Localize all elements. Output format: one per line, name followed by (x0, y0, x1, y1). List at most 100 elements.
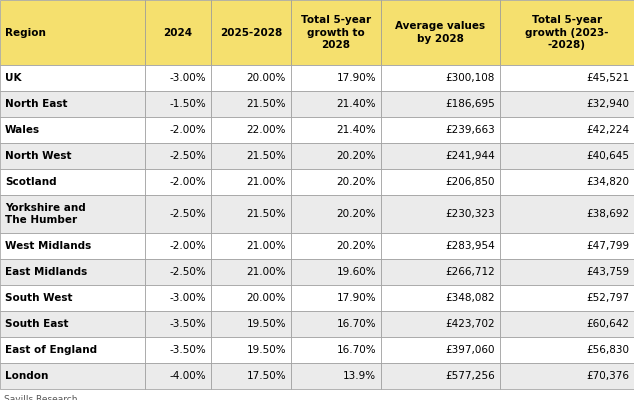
Bar (0, 0, 145, 65)
Text: Total 5-year
growth (2023-
-2028): Total 5-year growth (2023- -2028) (525, 15, 609, 50)
Bar (500, 259, 634, 285)
Text: 20.00%: 20.00% (247, 73, 286, 83)
Text: £42,224: £42,224 (586, 125, 629, 135)
Bar (381, 311, 500, 337)
Bar (0, 285, 145, 311)
Text: £34,820: £34,820 (586, 177, 629, 187)
Text: 19.60%: 19.60% (337, 267, 376, 277)
Text: West Midlands: West Midlands (5, 241, 91, 251)
Text: £423,702: £423,702 (445, 319, 495, 329)
Bar (381, 169, 500, 195)
Text: £206,850: £206,850 (445, 177, 495, 187)
Text: £397,060: £397,060 (445, 345, 495, 355)
Text: North East: North East (5, 99, 67, 109)
Bar (0, 337, 145, 363)
Text: £283,954: £283,954 (445, 241, 495, 251)
Bar (381, 259, 500, 285)
Bar (291, 169, 381, 195)
Text: £38,692: £38,692 (586, 209, 629, 219)
Text: North West: North West (5, 151, 72, 161)
Text: Average values
by 2028: Average values by 2028 (395, 21, 486, 44)
Text: -2.00%: -2.00% (169, 241, 206, 251)
Bar (291, 363, 381, 389)
Text: £32,940: £32,940 (586, 99, 629, 109)
Text: 16.70%: 16.70% (337, 319, 376, 329)
Text: London: London (5, 371, 48, 381)
Text: -2.50%: -2.50% (169, 151, 206, 161)
Bar (381, 0, 500, 65)
Text: Savills Research: Savills Research (4, 396, 77, 400)
Text: £186,695: £186,695 (445, 99, 495, 109)
Text: -2.00%: -2.00% (169, 125, 206, 135)
Text: -3.50%: -3.50% (169, 319, 206, 329)
Bar (0, 259, 145, 285)
Text: Wales: Wales (5, 125, 40, 135)
Bar (145, 285, 211, 311)
Text: 16.70%: 16.70% (337, 345, 376, 355)
Bar (500, 285, 634, 311)
Text: £43,759: £43,759 (586, 267, 629, 277)
Bar (0, 143, 145, 169)
Bar (211, 65, 291, 91)
Text: 20.20%: 20.20% (337, 241, 376, 251)
Text: 21.00%: 21.00% (247, 267, 286, 277)
Bar (381, 91, 500, 117)
Bar (0, 169, 145, 195)
Text: 17.50%: 17.50% (247, 371, 286, 381)
Bar (500, 65, 634, 91)
Bar (500, 0, 634, 65)
Bar (500, 117, 634, 143)
Bar (500, 169, 634, 195)
Text: 2024: 2024 (164, 28, 192, 38)
Text: 21.40%: 21.40% (337, 99, 376, 109)
Text: 20.20%: 20.20% (337, 151, 376, 161)
Text: South West: South West (5, 293, 72, 303)
Bar (381, 285, 500, 311)
Bar (291, 0, 381, 65)
Text: -2.00%: -2.00% (169, 177, 206, 187)
Bar (381, 143, 500, 169)
Bar (291, 285, 381, 311)
Text: 13.9%: 13.9% (343, 371, 376, 381)
Text: 21.50%: 21.50% (247, 209, 286, 219)
Bar (211, 311, 291, 337)
Bar (500, 363, 634, 389)
Bar (291, 65, 381, 91)
Text: 21.00%: 21.00% (247, 177, 286, 187)
Text: Yorkshire and
The Humber: Yorkshire and The Humber (5, 203, 86, 225)
Text: £239,663: £239,663 (445, 125, 495, 135)
Text: £300,108: £300,108 (445, 73, 495, 83)
Text: £56,830: £56,830 (586, 345, 629, 355)
Bar (0, 117, 145, 143)
Bar (0, 91, 145, 117)
Text: South East: South East (5, 319, 68, 329)
Bar (500, 233, 634, 259)
Text: 20.20%: 20.20% (337, 209, 376, 219)
Text: Scotland: Scotland (5, 177, 56, 187)
Text: -3.00%: -3.00% (169, 293, 206, 303)
Bar (291, 259, 381, 285)
Text: £40,645: £40,645 (586, 151, 629, 161)
Bar (145, 195, 211, 233)
Text: 19.50%: 19.50% (247, 345, 286, 355)
Text: £230,323: £230,323 (445, 209, 495, 219)
Bar (291, 337, 381, 363)
Bar (145, 311, 211, 337)
Bar (381, 195, 500, 233)
Bar (211, 0, 291, 65)
Bar (381, 337, 500, 363)
Bar (500, 311, 634, 337)
Bar (291, 91, 381, 117)
Text: 21.50%: 21.50% (247, 99, 286, 109)
Text: £241,944: £241,944 (445, 151, 495, 161)
Bar (0, 195, 145, 233)
Text: £60,642: £60,642 (586, 319, 629, 329)
Bar (291, 233, 381, 259)
Bar (291, 143, 381, 169)
Bar (211, 285, 291, 311)
Bar (0, 233, 145, 259)
Text: 20.20%: 20.20% (337, 177, 376, 187)
Text: £45,521: £45,521 (586, 73, 629, 83)
Bar (145, 91, 211, 117)
Text: £70,376: £70,376 (586, 371, 629, 381)
